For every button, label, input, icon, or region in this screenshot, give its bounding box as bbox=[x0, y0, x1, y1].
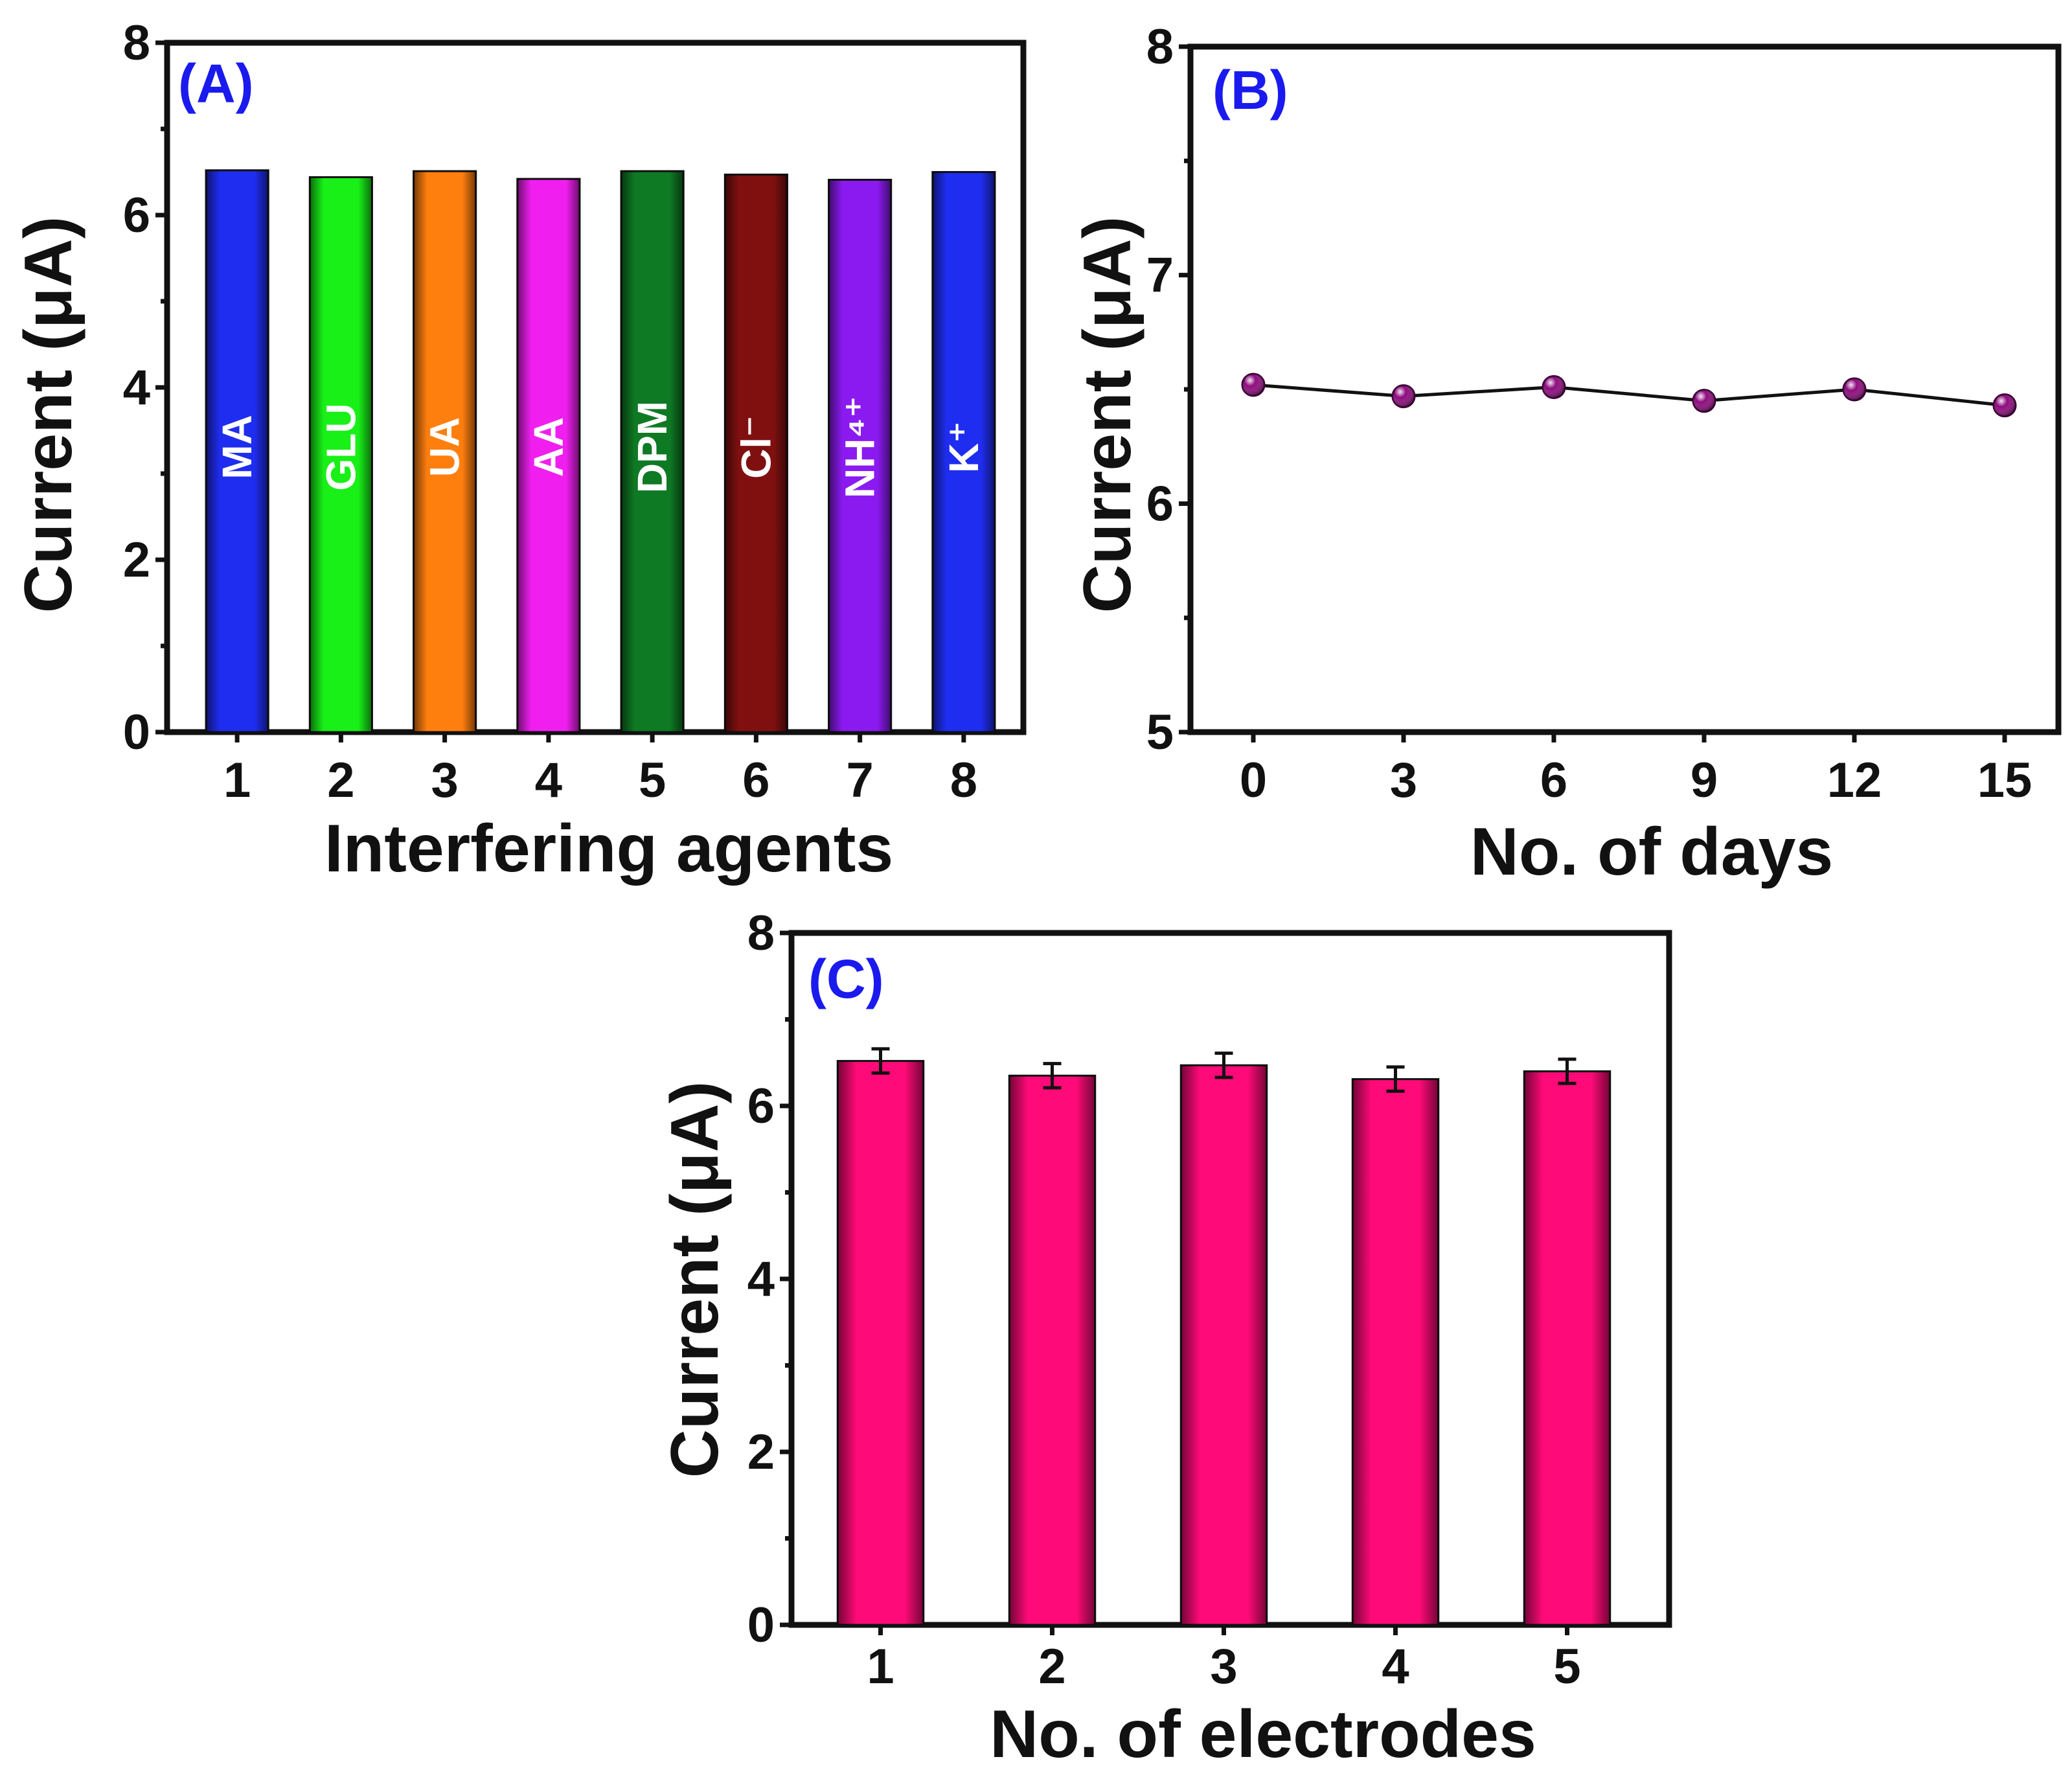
panel-a-xtick-label: 8 bbox=[950, 753, 977, 808]
panel-b-point-shade bbox=[1843, 378, 1865, 400]
panel-a-ytick-label: 8 bbox=[123, 16, 150, 71]
panel-c-bar-shade bbox=[837, 1061, 924, 1625]
panel-c-xtick-label: 5 bbox=[1553, 1639, 1580, 1694]
panel-b-xtick-label: 6 bbox=[1540, 753, 1567, 808]
panel-c-ytick-label: 4 bbox=[747, 1252, 775, 1307]
panel-a-bar-label: NH⁴⁺ bbox=[837, 396, 883, 498]
panel-a-ytick-label: 2 bbox=[123, 533, 150, 588]
panel-c-label: (C) bbox=[808, 948, 884, 1009]
panel-a-bar-label: GLU bbox=[317, 403, 364, 490]
panel-b-ytick-label: 8 bbox=[1146, 19, 1174, 75]
panel-c-ytick-label: 8 bbox=[747, 906, 775, 961]
panel-c-ytick-label: 2 bbox=[747, 1425, 775, 1480]
panel-a-label: (A) bbox=[178, 53, 254, 114]
panel-b-xlabel: No. of days bbox=[1470, 814, 1834, 890]
panel-a-ytick-label: 4 bbox=[123, 360, 150, 415]
panel-a-bar-label: UA bbox=[422, 417, 468, 477]
panel-b-xtick-label: 9 bbox=[1691, 753, 1718, 808]
panel-b-point-shade bbox=[1994, 395, 2016, 417]
panel-c-chart: 0 2 4 6 8 1 2 3 4 5 (C) No. of electrodes Current… bbox=[657, 906, 1669, 1770]
panel-a-ylabel: Current (μA) bbox=[11, 216, 86, 613]
panel-a-bar-label: K⁺ bbox=[940, 421, 987, 473]
panel-b-point-shade bbox=[1393, 385, 1415, 408]
panel-a-xtick-label: 5 bbox=[639, 753, 666, 808]
panel-a-bar-label: AA bbox=[525, 417, 572, 477]
panel-c-ytick-label: 6 bbox=[747, 1079, 775, 1134]
panel-b-ytick-label: 6 bbox=[1146, 476, 1174, 531]
panel-b-xtick-label: 15 bbox=[1977, 753, 2032, 808]
panel-b-point-shade bbox=[1543, 376, 1565, 398]
panel-b-xtick-label: 12 bbox=[1827, 753, 1882, 808]
panel-c-bar-shade bbox=[1352, 1079, 1439, 1625]
panel-a-xtick-label: 2 bbox=[327, 753, 354, 808]
panel-a-xtick-label: 6 bbox=[742, 753, 769, 808]
panel-c-ylabel: Current (μA) bbox=[657, 1081, 733, 1478]
panel-b-xtick-label: 3 bbox=[1390, 753, 1417, 808]
panel-b-point-shade bbox=[1693, 390, 1715, 412]
panel-b-label: (B) bbox=[1212, 60, 1288, 121]
panel-b-point-shade bbox=[1242, 374, 1264, 396]
panel-a-xtick-label: 1 bbox=[223, 753, 251, 808]
panel-a-xlabel: Interfering agents bbox=[324, 811, 893, 886]
panel-a-ytick-label: 0 bbox=[123, 705, 150, 760]
panel-c-bar-shade bbox=[1181, 1065, 1267, 1625]
panel-c-xtick-label: 2 bbox=[1038, 1639, 1065, 1694]
panel-b-ytick-label: 7 bbox=[1146, 248, 1174, 303]
panel-a-ytick-label: 6 bbox=[123, 188, 150, 243]
panel-a-xtick-label: 7 bbox=[846, 753, 873, 808]
panel-c-xtick-label: 1 bbox=[867, 1639, 894, 1694]
panel-b-ytick-label: 5 bbox=[1146, 705, 1174, 760]
panel-b-chart: 5 6 7 8 0 3 6 9 12 15 (B) No. of days Current (μA… bbox=[1070, 19, 2058, 890]
panel-c-bar-shade bbox=[1009, 1075, 1095, 1625]
panel-a-bar-label: DPM bbox=[629, 401, 676, 493]
panel-a-xtick-label: 3 bbox=[431, 753, 458, 808]
figure: MA GLU UA AA DPM Cl⁻ NH⁴⁺ K⁺ 024681 2 3 4 5 6 7 8 (A) … bbox=[0, 0, 2072, 1770]
panel-b-series-line bbox=[1253, 385, 2005, 406]
panel-c-xtick-label: 4 bbox=[1382, 1639, 1409, 1694]
panel-b-ylabel: Current (μA) bbox=[1070, 216, 1145, 613]
panel-c-xtick-label: 3 bbox=[1210, 1639, 1237, 1694]
panel-b-xtick-label: 0 bbox=[1240, 753, 1267, 808]
panel-c-bars bbox=[837, 1049, 1610, 1625]
panel-a-bar-label: Cl⁻ bbox=[733, 415, 779, 479]
panel-a-bars: MA GLU UA AA DPM Cl⁻ NH⁴⁺ K⁺ bbox=[206, 170, 995, 732]
panel-a-frame bbox=[167, 43, 1023, 732]
panel-b-series bbox=[1242, 374, 2016, 417]
panel-c-xlabel: No. of electrodes bbox=[990, 1697, 1536, 1770]
panel-c-ytick-label: 0 bbox=[747, 1598, 775, 1653]
panel-a-xtick-label: 4 bbox=[535, 753, 562, 808]
panel-a-bar-label: MA bbox=[214, 415, 260, 479]
panel-c-bar-shade bbox=[1524, 1072, 1610, 1625]
panel-b-ticks: 5 6 7 8 0 3 6 9 12 15 bbox=[1146, 19, 2032, 808]
